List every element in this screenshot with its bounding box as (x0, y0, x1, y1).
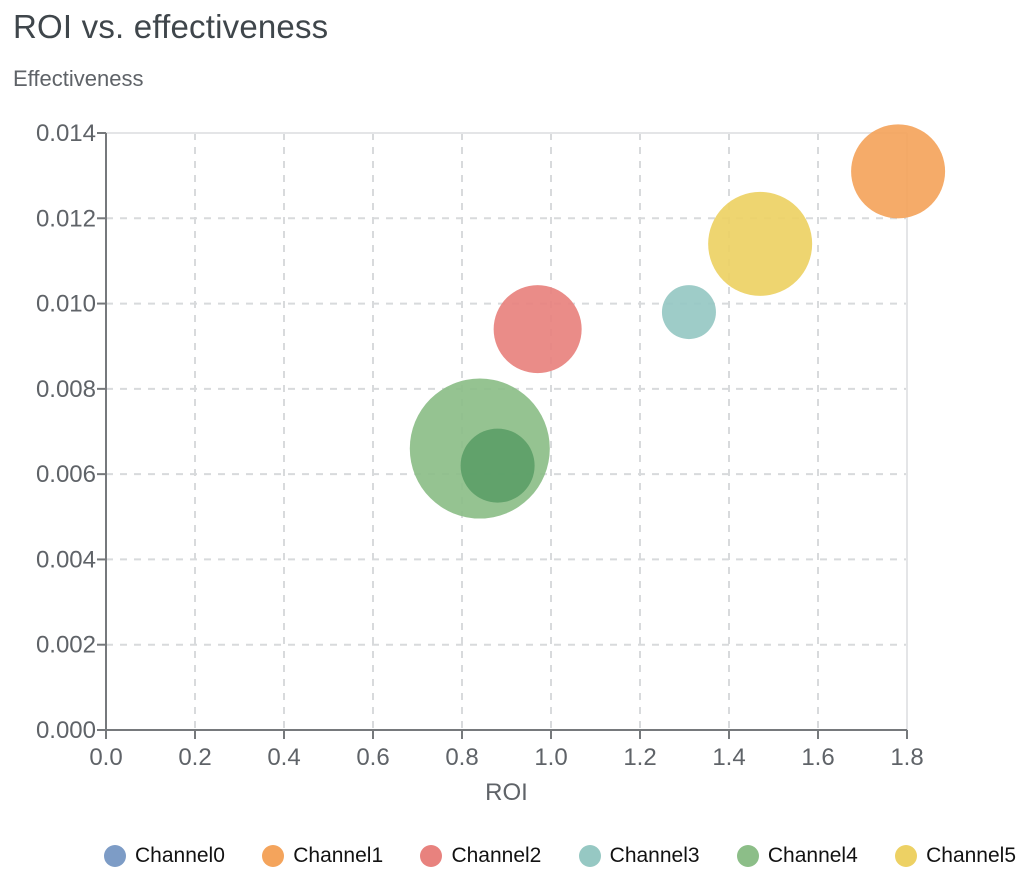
legend-item-channel3[interactable]: Channel3 (578, 843, 700, 869)
legend-marker-channel3-icon (578, 845, 601, 867)
y-tick-label: 0.010 (36, 291, 96, 318)
bubble-channel0[interactable] (460, 428, 535, 503)
y-tick-label: 0.006 (36, 461, 96, 488)
legend-marker-channel5-icon (895, 845, 918, 867)
legend-label-channel1: Channel1 (293, 844, 384, 867)
x-tick-label: 0.4 (267, 744, 300, 771)
legend-marker-channel0-icon (104, 845, 126, 867)
x-tick-label: 0.2 (178, 744, 211, 771)
legend-item-channel0[interactable]: Channel0 (104, 843, 225, 869)
x-tick-label: 0.0 (89, 744, 122, 771)
y-tick-label: 0.008 (36, 376, 96, 403)
y-axis-title: Effectiveness (13, 66, 144, 91)
legend-label-channel3: Channel3 (609, 844, 700, 867)
x-axis-title: ROI (485, 779, 528, 806)
x-tick-label: 1.4 (712, 744, 745, 771)
y-tick-label: 0.004 (36, 546, 96, 573)
legend-marker-channel2-icon (420, 845, 443, 867)
x-tick-label: 0.8 (445, 744, 478, 771)
bubble-channel1[interactable] (851, 124, 946, 219)
legend-item-channel1[interactable]: Channel1 (262, 843, 383, 869)
bubble-channel3[interactable] (661, 285, 716, 340)
y-tick-label: 0.002 (36, 632, 96, 659)
legend-label-channel5: Channel5 (926, 844, 1016, 867)
legend-label-channel2: Channel2 (451, 844, 542, 867)
x-tick-label: 0.6 (356, 744, 389, 771)
y-tick-label: 0.000 (36, 717, 96, 744)
bubble-channel5[interactable] (708, 191, 813, 296)
y-tick-label: 0.012 (36, 205, 96, 232)
x-tick-label: 1.0 (534, 744, 567, 771)
legend-item-channel2[interactable]: Channel2 (420, 843, 541, 869)
legend-label-channel4: Channel4 (767, 844, 858, 867)
legend-marker-channel4-icon (736, 845, 759, 867)
x-tick-label: 1.8 (890, 744, 923, 771)
chart-title: ROI vs. effectiveness (13, 8, 329, 45)
legend-marker-channel1-icon (262, 845, 285, 867)
x-tick-label: 1.2 (623, 744, 656, 771)
legend-label-channel0: Channel0 (135, 844, 225, 867)
legend-item-channel5[interactable]: Channel5 (895, 843, 1016, 869)
legend-item-channel4[interactable]: Channel4 (736, 843, 858, 869)
bubble-chart-canvas: 0.0 0.2 0.4 0.6 0.8 1.0 1.2 1.4 1.6 1.8 0.000 0.002… (36, 120, 946, 806)
x-tick-label: 1.6 (801, 744, 834, 771)
legend: Channel0 Channel1 Channel2 Channel3 Channel4… (104, 843, 1016, 869)
y-tick-label: 0.014 (36, 120, 96, 147)
bubble-channel2[interactable] (493, 285, 582, 374)
